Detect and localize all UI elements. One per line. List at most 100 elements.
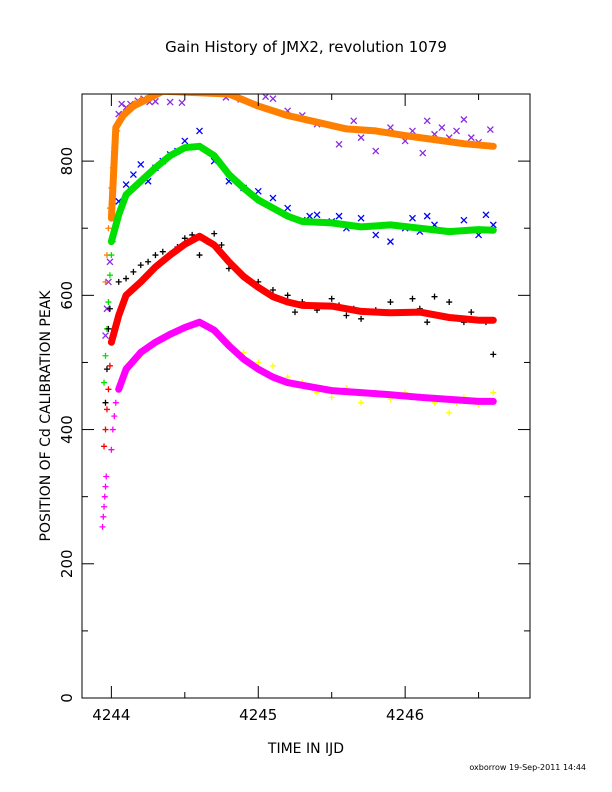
series-6-point-10 (159, 248, 166, 255)
series-11-line (115, 318, 497, 405)
series-0-point-32 (438, 124, 446, 132)
series-6-point-1 (103, 366, 110, 373)
series-0-point-18 (269, 95, 277, 103)
series-3-point-14 (254, 187, 262, 195)
series-9-point-16 (358, 399, 365, 406)
series-3-point-15 (269, 194, 277, 202)
series-6-point-33 (387, 299, 394, 306)
series-3-point-25 (386, 238, 394, 246)
series-4-point-0 (101, 379, 108, 386)
series-5 (107, 142, 497, 246)
plot-frame (81, 93, 531, 699)
series-6-point-9 (152, 252, 159, 259)
series-9-point-9 (255, 359, 262, 366)
series-6-point-24 (291, 309, 298, 316)
series-6-point-13 (181, 235, 188, 242)
series-10-point-8 (111, 413, 118, 420)
series-7-point-2 (103, 406, 110, 413)
series-10 (99, 399, 119, 530)
series-2 (107, 94, 497, 222)
series-10-point-1 (100, 513, 107, 520)
series-6-point-6 (130, 268, 137, 275)
y-tick-label-0: 0 (58, 693, 76, 703)
series-6-point-4 (115, 278, 122, 285)
series-6-point-15 (196, 252, 203, 259)
series-2-line (107, 94, 497, 222)
series-6-point-31 (358, 315, 365, 322)
series-3-point-19 (313, 211, 321, 219)
series-6-point-38 (431, 293, 438, 300)
series-6-point-0 (102, 399, 109, 406)
footer-text: oxborrow 19-Sep-2011 14:44 (469, 763, 586, 772)
series-3-point-3 (137, 161, 145, 168)
y-tick-label-2: 400 (58, 415, 76, 444)
plot-area (99, 94, 497, 530)
series-7-point-0 (101, 443, 108, 450)
series-0-point-24 (357, 134, 365, 142)
series-0-point-35 (460, 116, 468, 123)
series-4-point-1 (102, 352, 109, 359)
series-4-point-3 (105, 299, 112, 306)
series-3-point-34 (482, 211, 490, 219)
series-3-point-29 (423, 212, 431, 220)
series-6-point-22 (269, 286, 276, 293)
series-9-point-10 (269, 362, 276, 369)
series-10-point-7 (109, 426, 116, 433)
series-9-point-26 (490, 389, 497, 396)
series-10-point-2 (101, 503, 108, 510)
series-10-point-9 (112, 399, 119, 406)
series-0-point-36 (467, 134, 475, 142)
series-3-point-16 (284, 204, 292, 212)
series-4-point-4 (106, 272, 113, 279)
series-0-point-38 (486, 126, 494, 134)
series-6-point-5 (123, 275, 130, 282)
series-3-point-10 (196, 127, 203, 135)
series-4 (101, 238, 116, 386)
series-10-point-6 (108, 446, 115, 453)
series-6-point-7 (137, 262, 144, 269)
series-10-point-5 (103, 473, 110, 480)
series-3-point-9 (181, 137, 189, 145)
series-6-point-17 (211, 230, 218, 237)
series-3-point-2 (129, 171, 137, 178)
series-7 (101, 362, 113, 450)
series-7-point-4 (106, 362, 113, 369)
x-axis-label: TIME IN IJD (267, 741, 344, 757)
series-1-point-2 (105, 225, 112, 232)
series-3-point-18 (306, 212, 314, 220)
y-tick-label-1: 200 (58, 549, 76, 578)
series-7-point-3 (105, 386, 112, 393)
series-6-point-43 (490, 351, 497, 358)
series-9-point-14 (328, 394, 335, 401)
y-axis-label: POSITION OF Cd CALIBRATION PEAK (38, 290, 54, 542)
series-0-point-34 (453, 127, 461, 135)
series-0-point-3 (106, 258, 114, 266)
y-tick-label-3: 600 (58, 281, 76, 310)
series-3-point-1 (122, 181, 130, 189)
series-3-point-27 (409, 214, 416, 222)
x-tick-label-0: 4244 (92, 706, 130, 724)
series-10-point-0 (99, 523, 106, 530)
series-3-point-32 (460, 216, 468, 224)
series-10-point-4 (102, 483, 109, 490)
series-6-point-18 (218, 242, 225, 248)
series-6-point-37 (424, 319, 431, 326)
x-tick-label-1: 4245 (239, 706, 277, 724)
series-6-point-29 (343, 312, 350, 319)
series-6-point-23 (284, 292, 291, 299)
series-8 (107, 232, 497, 346)
y-tick-label-4: 800 (58, 147, 76, 176)
series-0-point-13 (166, 98, 174, 106)
series-6-point-3 (106, 305, 113, 312)
series-0-point-17 (262, 94, 270, 101)
series-0-point-29 (419, 149, 427, 157)
series-0-point-6 (118, 100, 126, 108)
series-0-point-30 (423, 117, 431, 125)
series-0-point-22 (335, 140, 343, 148)
axes: 4244 4245 4246 0 200 400 600 800 (58, 94, 530, 724)
series-group (99, 94, 497, 530)
series-10-point-3 (101, 493, 108, 500)
chart-title: Gain History of JMX2, revolution 1079 (165, 38, 447, 56)
series-5-line (107, 142, 497, 246)
